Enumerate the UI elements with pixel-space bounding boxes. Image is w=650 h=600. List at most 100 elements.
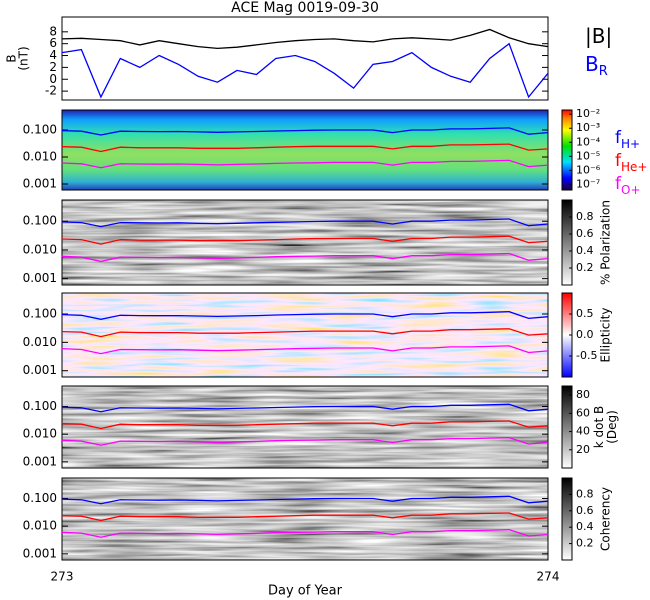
- colorbar-tick-label: 10⁻³: [576, 121, 600, 134]
- y-tick-label: 0.010: [23, 427, 57, 441]
- colorbar: [561, 109, 573, 191]
- data-line: [61, 311, 549, 320]
- colorbar-label: % Polarization: [599, 200, 613, 285]
- data-line: [61, 495, 549, 505]
- y-tick-label: 0.010: [23, 150, 57, 164]
- data-line: [61, 528, 549, 538]
- data-line: [61, 345, 549, 355]
- legend-subscript: R: [599, 64, 608, 79]
- data-line: [61, 403, 549, 413]
- y-tick-label: -2: [45, 84, 57, 98]
- y-tick-label: 0: [49, 72, 57, 86]
- legend-name: f: [615, 174, 622, 194]
- plot-frame: [61, 292, 549, 378]
- y-tick-label: 0.100: [23, 491, 57, 505]
- colorbar-label: k dot B: [592, 406, 606, 448]
- colorbar: [561, 385, 573, 469]
- y-tick-label: 0.100: [23, 214, 57, 228]
- plot-frame: [61, 109, 549, 191]
- plot-frame: [61, 385, 549, 469]
- colorbar-label: Coherency: [599, 487, 613, 551]
- legend-label: fH+: [615, 128, 640, 151]
- colorbar-tick-label: 0.6: [576, 227, 594, 240]
- y-tick-label: 0.100: [23, 399, 57, 413]
- data-line: [61, 235, 549, 245]
- x-tick-label: 273: [51, 570, 74, 584]
- y-tick-label: 6: [49, 36, 57, 50]
- colorbar-tick-label: 0.8: [576, 487, 594, 500]
- colorbar-label: Ellipticity: [599, 308, 613, 363]
- colorbar-tick-label: 60: [576, 406, 590, 419]
- legend-subscript: H+: [621, 137, 640, 151]
- spectrogram: [62, 478, 548, 560]
- colorbar-tick-label: 10⁻⁴: [576, 135, 601, 148]
- y-tick-label: 4: [49, 48, 57, 62]
- colorbar-tick-label: 0.6: [576, 504, 594, 517]
- y-tick-label: 0.001: [23, 454, 57, 468]
- legend-name: f: [615, 128, 622, 148]
- y-tick-label: 0.100: [23, 122, 57, 136]
- colorbar-tick-label: -0.5: [576, 349, 597, 362]
- colorbar-tick-label: 10⁻⁷: [576, 177, 600, 190]
- colorbar: [561, 477, 573, 561]
- y-tick-label: 0.010: [23, 335, 57, 349]
- legend-label: fO+: [615, 174, 641, 197]
- data-line: [61, 42, 549, 99]
- plot-frame: [61, 199, 549, 286]
- colorbar-tick-label: 0.2: [576, 537, 594, 550]
- data-line: [61, 420, 549, 430]
- data-line: [61, 512, 549, 522]
- data-line: [61, 328, 549, 338]
- y-tick-label: 0.001: [23, 177, 57, 191]
- colorbar-tick-label: 0.0: [576, 328, 594, 341]
- data-line: [61, 436, 549, 446]
- data-line: [61, 28, 549, 50]
- colorbar: [561, 199, 573, 286]
- y-tick-label: 2: [49, 60, 57, 74]
- legend-label: BR: [585, 52, 608, 79]
- spectrogram: [62, 110, 548, 190]
- colorbar-tick-label: 10⁻⁶: [576, 163, 601, 176]
- colorbar-tick-label: 20: [576, 443, 590, 456]
- colorbar-label: (Deg): [605, 410, 619, 444]
- y-tick-label: 0.100: [23, 306, 57, 320]
- legend-subscript: O+: [621, 183, 641, 197]
- data-line: [61, 252, 549, 263]
- x-axis-label: Day of Year: [268, 584, 343, 599]
- spectrogram: [62, 293, 548, 377]
- y-tick-label: 0.001: [23, 546, 57, 560]
- legend-name: |B|: [585, 24, 612, 48]
- colorbar-tick-label: 80: [576, 388, 590, 401]
- y-tick-label: 8: [49, 24, 57, 38]
- legend-label: |B|: [585, 24, 612, 48]
- data-line: [61, 218, 549, 228]
- colorbar-tick-label: 40: [576, 425, 590, 438]
- legend-label: fHe+: [615, 151, 647, 174]
- data-line: [61, 159, 549, 169]
- y-tick-label: 0.010: [23, 242, 57, 256]
- y-tick-label: 0.010: [23, 519, 57, 533]
- y-axis-label: (nT): [17, 46, 31, 70]
- colorbar-tick-label: 0.2: [576, 261, 594, 274]
- y-tick-label: 0.001: [23, 363, 57, 377]
- legend-subscript: He+: [621, 160, 647, 174]
- y-axis-label: B: [5, 54, 19, 62]
- plot-frame: [61, 477, 549, 561]
- colorbar-tick-label: 10⁻²: [576, 107, 600, 120]
- colorbar-tick-label: 10⁻⁵: [576, 149, 600, 162]
- data-line: [61, 143, 549, 153]
- spectrogram: [62, 386, 548, 468]
- colorbar-tick-label: 0.4: [576, 520, 594, 533]
- legend-name: f: [615, 151, 622, 171]
- spectrogram: [62, 200, 548, 285]
- data-line: [61, 127, 549, 136]
- plot-frame: [61, 16, 549, 101]
- colorbar-tick-label: 0.4: [576, 244, 594, 257]
- legend-name: B: [585, 52, 599, 76]
- x-tick-label: 274: [537, 570, 560, 584]
- y-tick-label: 0.001: [23, 271, 57, 285]
- title: ACE Mag 0019-09-30: [231, 0, 379, 16]
- colorbar-tick-label: 0.5: [576, 307, 594, 320]
- colorbar-tick-label: 0.8: [576, 210, 594, 223]
